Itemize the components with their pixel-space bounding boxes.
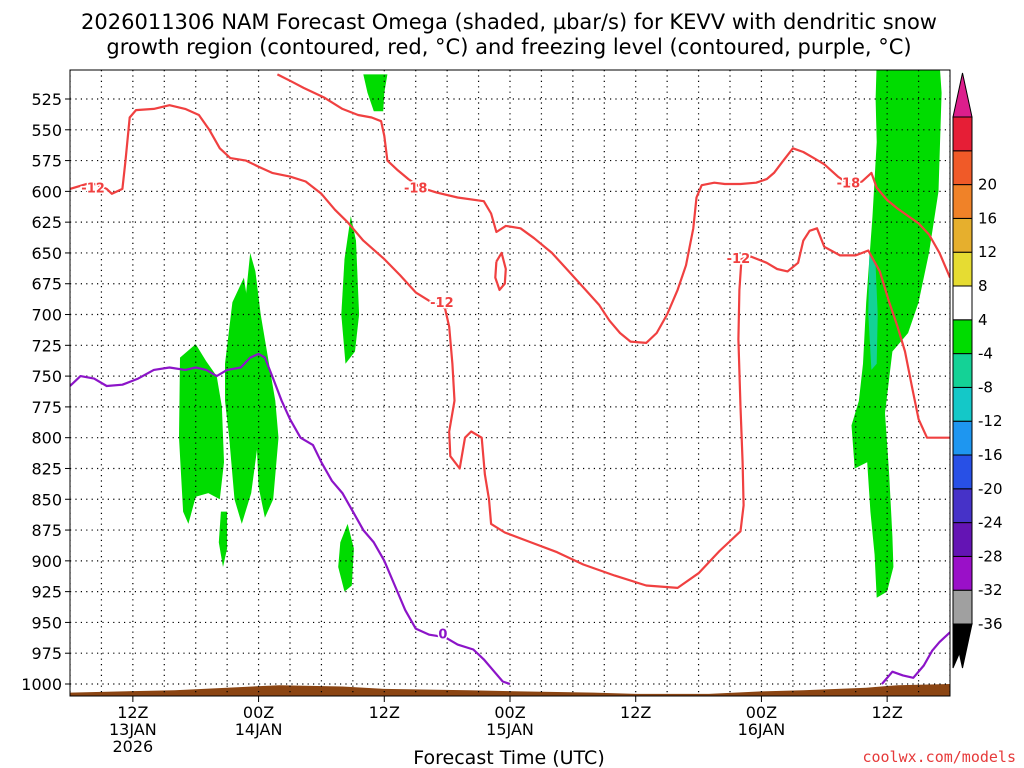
freezing-contour-0: [70, 352, 511, 686]
x-tick-label-5-1: 16JAN: [738, 720, 786, 739]
x-tick-label-1-0: 00Z: [243, 703, 274, 722]
y-axis-ticks: 525 550 575 600 625 650 675 700 725 750 775 800 825 8…: [21, 90, 70, 694]
x-tick-label-1-1: 14JAN: [235, 720, 283, 739]
colorbar-swatch-8: [952, 353, 973, 388]
y-tick-label-675: 675: [31, 275, 62, 294]
x-tick-label-0-0: 12Z: [117, 703, 148, 722]
dgz-contour-3: [494, 251, 507, 291]
contour-label-0: -12: [81, 182, 105, 197]
colorbar-label-9: 4: [978, 311, 988, 329]
y-tick-label-525: 525: [31, 90, 62, 109]
colorbar-swatch-11: [952, 251, 973, 287]
y-tick-label-800: 800: [31, 429, 62, 448]
colorbar-label-1: -32: [978, 581, 1003, 599]
freezing-contour-1: [881, 631, 950, 685]
y-tick-label-575: 575: [31, 152, 62, 171]
colorbar: -36 -32 -28 -24 -20 -16 -12 -8 -4 4 8 12 16 20: [952, 72, 1003, 669]
colorbar-swatch-10: [952, 285, 973, 321]
y-tick-label-875: 875: [31, 521, 62, 540]
colorbar-label-6: -12: [978, 412, 1003, 430]
omega-region-0: [179, 344, 224, 524]
colorbar-label-10: 8: [978, 277, 988, 295]
y-tick-label-725: 725: [31, 336, 62, 355]
colorbar-label-7: -8: [978, 378, 993, 396]
colorbar-label-8: -4: [978, 345, 993, 363]
colorbar-swatch-9: [952, 319, 973, 355]
dgz-contour-1: [430, 227, 950, 589]
colorbar-label-13: 20: [978, 176, 997, 194]
chart-title-line-2: growth region (contoured, red, °C) and f…: [106, 35, 911, 59]
colorbar-swatch-3: [952, 522, 973, 557]
y-tick-label-950: 950: [31, 613, 62, 632]
colorbar-label-0: -36: [978, 615, 1003, 633]
omega-region-7: [851, 70, 942, 598]
colorbar-swatch-2: [952, 555, 973, 591]
omega-region-4: [341, 216, 360, 364]
contour-label-3: -12: [727, 252, 751, 267]
y-tick-label-750: 750: [31, 367, 62, 386]
y-tick-label-625: 625: [31, 213, 62, 232]
colorbar-swatch-12: [952, 217, 973, 253]
colorbar-label-12: 16: [978, 209, 997, 227]
freezing-level-contours: [70, 352, 950, 686]
plot-area: -12 -18 -12 -12 -18 0: [70, 70, 950, 696]
colorbar-label-11: 12: [978, 243, 997, 261]
omega-region-6: [363, 74, 388, 112]
x-tick-label-3-0: 00Z: [494, 703, 525, 722]
contour-label-4: -18: [837, 177, 861, 192]
colorbar-swatch-14: [952, 150, 973, 186]
colorbar-swatch-7: [952, 386, 973, 422]
dgz-contour-0: [70, 104, 432, 304]
colorbar-swatch-13: [952, 184, 973, 219]
omega-region-5: [338, 523, 354, 592]
y-tick-label-825: 825: [31, 459, 62, 478]
colorbar-swatch-1: [952, 589, 973, 625]
y-tick-label-650: 650: [31, 244, 62, 263]
y-tick-label-550: 550: [31, 121, 62, 140]
colorbar-swatch-15: [952, 116, 973, 152]
x-tick-label-6-0: 12Z: [871, 703, 902, 722]
colorbar-swatch-4: [952, 488, 973, 524]
contour-label-5: 0: [438, 628, 447, 643]
ground-layer: [70, 684, 950, 696]
colorbar-label-2: -28: [978, 547, 1003, 565]
y-tick-label-850: 850: [31, 490, 62, 509]
omega-shading: [179, 70, 942, 598]
colorbar-arrow-top: [952, 72, 973, 118]
credit-text: coolwx.com/models: [862, 748, 1016, 766]
dgz-contours: [70, 73, 950, 589]
y-tick-label-1000: 1000: [21, 675, 62, 694]
contour-label-2: -12: [430, 296, 454, 311]
y-tick-label-600: 600: [31, 182, 62, 201]
x-tick-label-2-0: 12Z: [369, 703, 400, 722]
x-tick-label-3-1: 15JAN: [486, 720, 534, 739]
chart-title-line-1: 2026011306 NAM Forecast Omega (shaded, µ…: [81, 10, 937, 34]
y-tick-label-925: 925: [31, 583, 62, 602]
y-tick-label-775: 775: [31, 398, 62, 417]
chart-title: 2026011306 NAM Forecast Omega (shaded, µ…: [81, 10, 937, 59]
contour-labels: -12 -18 -12 -12 -18 0: [80, 175, 862, 644]
colorbar-swatch-5: [952, 454, 973, 490]
omega-region-8: [868, 252, 878, 370]
y-tick-label-900: 900: [31, 552, 62, 571]
y-tick-label-700: 700: [31, 306, 62, 325]
omega-region-3: [218, 511, 228, 567]
colorbar-label-3: -24: [978, 514, 1003, 532]
x-tick-label-0-1: 13JAN: [109, 720, 157, 739]
x-tick-label-4-0: 12Z: [620, 703, 651, 722]
ground-fill: [70, 684, 950, 696]
contour-label-1: -18: [404, 182, 428, 197]
y-tick-label-975: 975: [31, 644, 62, 663]
x-axis-title: Forecast Time (UTC): [413, 747, 604, 768]
colorbar-label-5: -16: [978, 446, 1003, 464]
x-tick-label-0-2: 2026: [112, 737, 153, 756]
omega-region-2: [243, 252, 279, 518]
x-tick-label-5-0: 00Z: [746, 703, 777, 722]
colorbar-swatch-6: [952, 420, 973, 456]
colorbar-label-4: -20: [978, 480, 1003, 498]
dgz-contour-2: [276, 73, 950, 344]
